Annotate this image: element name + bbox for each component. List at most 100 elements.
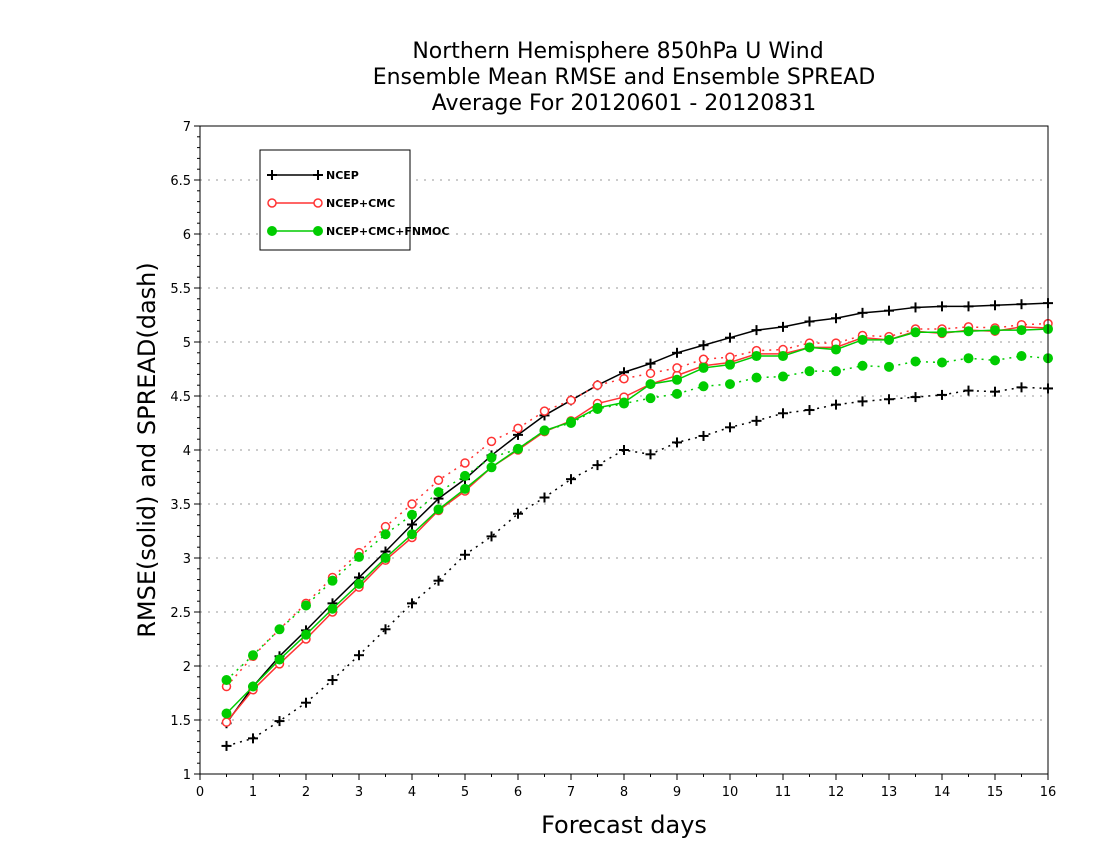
point-ncep-rmse: [672, 347, 682, 358]
point-ncep-cmc-spread: [486, 436, 497, 447]
point-ncep-spread: [460, 549, 470, 560]
y-tick-label: 3: [183, 552, 191, 567]
y-tick-label: 5.5: [170, 282, 191, 297]
point-ncep-cmc-rmse: [221, 717, 232, 727]
point-ncep-cmc-spread: [645, 368, 656, 379]
x-tick-label: 0: [196, 785, 204, 800]
chart-title: Northern Hemisphere 850hPa U Wind Ensemb…: [373, 39, 876, 116]
y-tick-label: 1: [183, 768, 191, 783]
point-ncep-spread: [380, 624, 391, 635]
x-tick-label: 7: [567, 785, 575, 800]
point-ncep-cmc-fnmoc-rmse: [407, 529, 417, 540]
point-ncep-rmse: [645, 358, 656, 369]
point-ncep-cmc-fnmoc-rmse: [221, 708, 232, 719]
point-ncep-rmse: [857, 307, 868, 318]
point-ncep-rmse: [778, 321, 788, 332]
point-ncep-cmc-spread: [592, 380, 603, 390]
point-ncep-cmc-fnmoc-spread: [274, 624, 285, 635]
point-ncep-cmc-spread: [566, 395, 576, 406]
point-ncep-cmc-fnmoc-spread: [963, 353, 974, 364]
point-ncep-cmc-fnmoc-spread: [937, 357, 947, 368]
point-ncep-spread: [486, 531, 497, 542]
y-tick-label: 7: [183, 120, 191, 135]
point-ncep-cmc-fnmoc-rmse: [486, 462, 497, 473]
point-ncep-cmc-fnmoc-rmse: [645, 379, 656, 390]
x-tick-label: 16: [1040, 785, 1057, 800]
point-ncep-cmc-fnmoc-spread: [513, 443, 523, 454]
x-tick-label: 5: [461, 785, 469, 800]
point-ncep-cmc-fnmoc-spread: [725, 379, 735, 390]
point-ncep-cmc-fnmoc-spread: [645, 393, 656, 404]
point-ncep-rmse: [407, 519, 417, 530]
point-ncep-spread: [778, 408, 788, 419]
point-ncep-rmse: [963, 301, 974, 312]
point-ncep-cmc-fnmoc-rmse: [910, 327, 921, 338]
point-ncep-spread: [672, 437, 682, 448]
point-ncep-spread: [857, 396, 868, 407]
plot-series: [221, 298, 1053, 751]
series-ncep-cmc-rmse: [221, 322, 1053, 727]
point-ncep-cmc-fnmoc-spread: [327, 575, 338, 586]
title-line-3: Average For 20120601 - 20120831: [432, 91, 817, 116]
point-ncep-cmc-fnmoc-spread: [910, 356, 921, 367]
point-ncep-rmse: [831, 313, 841, 324]
point-ncep-cmc-fnmoc-rmse: [698, 362, 709, 373]
point-ncep-cmc-fnmoc-spread: [354, 551, 364, 562]
point-ncep-spread: [1016, 382, 1027, 393]
point-ncep-cmc-fnmoc-spread: [380, 529, 391, 540]
series-ncep-spread: [221, 382, 1053, 751]
point-ncep-cmc-fnmoc-spread: [248, 650, 258, 661]
x-tick-label: 6: [514, 785, 522, 800]
x-tick-label: 15: [987, 785, 1004, 800]
series-line-ncep-cmc-rmse: [225, 326, 1049, 723]
point-ncep-cmc-fnmoc-spread: [831, 366, 841, 377]
point-ncep-cmc-fnmoc-spread: [778, 371, 788, 382]
point-ncep-cmc-fnmoc-spread: [804, 366, 815, 377]
point-ncep-spread: [274, 716, 285, 727]
point-ncep-cmc-spread: [460, 458, 470, 468]
y-tick-label: 6.5: [170, 174, 191, 189]
point-ncep-cmc-fnmoc-rmse: [433, 504, 444, 515]
legend-marker-ncep-cmc-fnmoc: [267, 226, 277, 236]
point-ncep-cmc-fnmoc-spread: [672, 388, 682, 399]
y-axis-label: RMSE(solid) and SPREAD(dash): [133, 262, 161, 638]
point-ncep-cmc-spread: [407, 499, 417, 509]
point-ncep-cmc-fnmoc-rmse: [963, 326, 974, 337]
point-ncep-cmc-fnmoc-rmse: [804, 342, 815, 353]
point-ncep-spread: [327, 675, 338, 686]
point-ncep-cmc-fnmoc-rmse: [460, 483, 470, 494]
point-ncep-cmc-fnmoc-rmse: [831, 344, 841, 355]
legend-marker-ncep-cmc: [267, 198, 277, 208]
point-ncep-cmc-fnmoc-rmse: [301, 629, 311, 640]
point-ncep-cmc-fnmoc-spread: [539, 425, 550, 436]
point-ncep-rmse: [751, 325, 762, 336]
point-ncep-spread: [407, 598, 417, 609]
point-ncep-cmc-spread: [672, 363, 682, 373]
series-line-ncep-spread: [226, 386, 1049, 747]
point-ncep-cmc-fnmoc-spread: [301, 600, 311, 611]
point-ncep-cmc-fnmoc-rmse: [990, 325, 1000, 336]
series-line-ncep-cmc-fnmoc-spread: [225, 355, 1049, 681]
title-line-2: Ensemble Mean RMSE and Ensemble SPREAD: [373, 65, 876, 90]
point-ncep-cmc-fnmoc-spread: [433, 487, 444, 498]
point-ncep-spread: [990, 386, 1000, 397]
x-tick-label: 8: [620, 785, 628, 800]
y-tick-label: 4: [183, 444, 191, 459]
legend-label-ncep: NCEP: [326, 169, 359, 182]
point-ncep-cmc-fnmoc-spread: [460, 470, 470, 481]
x-tick-label: 13: [881, 785, 898, 800]
y-tick-label: 1.5: [170, 714, 191, 729]
point-ncep-rmse: [804, 316, 815, 327]
legend-label-ncep-cmc-fnmoc: NCEP+CMC+FNMOC: [326, 225, 449, 238]
series-ncep-cmc-fnmoc-spread: [221, 351, 1053, 686]
point-ncep-cmc-fnmoc-rmse: [937, 327, 947, 338]
point-ncep-rmse: [1016, 299, 1027, 310]
point-ncep-spread: [566, 474, 576, 485]
point-ncep-cmc-spread: [513, 423, 523, 434]
point-ncep-spread: [804, 405, 815, 416]
x-tick-label: 14: [934, 785, 951, 800]
point-ncep-cmc-fnmoc-spread: [698, 381, 709, 392]
point-ncep-spread: [910, 392, 921, 403]
point-ncep-spread: [937, 389, 947, 400]
legend-box: [259, 149, 411, 251]
